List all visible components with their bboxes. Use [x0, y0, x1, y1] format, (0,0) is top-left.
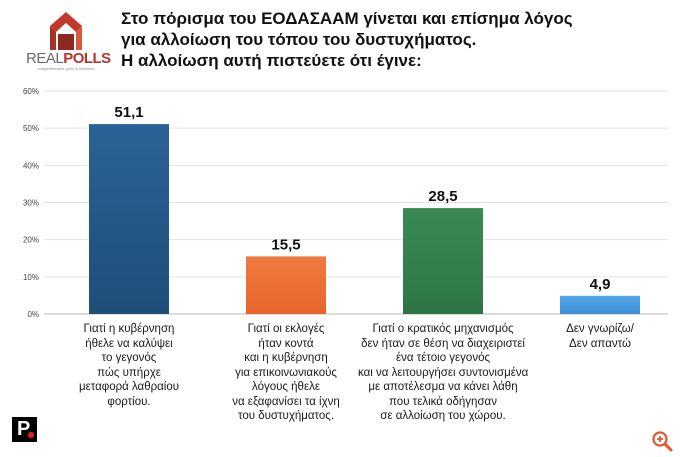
- y-tick-label: 60%: [23, 87, 39, 96]
- bar-value-label: 51,1: [114, 104, 143, 121]
- category-label-line: του δυστυχήματος.: [237, 410, 335, 422]
- category-label-line: ένα τέτοιο γεγονός: [395, 352, 491, 364]
- y-tick-label: 50%: [23, 124, 39, 133]
- y-tick-label: 10%: [23, 273, 39, 282]
- bar-value-label: 28,5: [428, 188, 457, 205]
- zoom-in-icon[interactable]: [651, 430, 673, 452]
- category-label-line: Γιατί ο κρατικός μηχανισμός: [372, 323, 514, 335]
- logo-tagline: comprehensive polls & research: [37, 66, 95, 71]
- category-label-line: Δεν απαντώ: [569, 337, 631, 350]
- category-label-line: λόγους ήθελε: [252, 381, 320, 393]
- category-label-line: για επικοινωνιακούς: [235, 366, 337, 379]
- category-label-line: δεν ήταν σε θέση να διαχειριστεί: [361, 337, 525, 350]
- category-label-line: πώς υπήρχε: [97, 366, 161, 379]
- title-line: για αλλοίωση του τόπου του δυστυχήματος.: [121, 30, 477, 49]
- publisher-logo-dot: [28, 432, 34, 438]
- category-label-line: να εξαφανίσει τα ίχνη: [232, 395, 340, 408]
- category-label-line: Γιατί η κυβέρνηση: [83, 323, 175, 335]
- title-line: Στο πόρισμα του ΕΟΔΑΣΑΑΜ γίνεται και επί…: [121, 9, 573, 28]
- realpolls-logo-icon: [50, 12, 82, 50]
- category-label-line: ήθελε να καλύψει: [85, 337, 173, 350]
- category-label-line: με αποτέλεσμα να κάνει λάθη: [368, 381, 518, 393]
- category-label-line: σε αλλοίωση του χώρου.: [380, 410, 506, 422]
- chart-title: Στο πόρισμα του ΕΟΔΑΣΑΑΜ γίνεται και επί…: [121, 8, 661, 71]
- realpolls-logo-text: REALPOLLS: [26, 50, 111, 67]
- bar: [246, 256, 326, 314]
- category-label: Δεν γνωρίζω/Δεν απαντώ: [515, 322, 680, 351]
- category-label-line: και να λειτουργήσει συντονισμένα: [358, 366, 529, 379]
- bar-value-label: 15,5: [271, 236, 300, 253]
- title-line: Η αλλοίωση αυτή πιστεύετε ότι έγινε:: [121, 51, 422, 70]
- category-label-line: και η κυβέρνηση: [244, 352, 328, 364]
- bar: [403, 208, 483, 314]
- category-label-line: φορτίου.: [107, 395, 151, 408]
- y-tick-label: 30%: [23, 199, 39, 208]
- category-label: Γιατί ο κρατικός μηχανισμός δεν ήταν σε θ…: [358, 322, 528, 424]
- bar: [89, 124, 169, 314]
- category-label-line: Δεν γνωρίζω/: [566, 323, 634, 335]
- category-label-line: που τελικά οδήγησαν: [389, 395, 497, 408]
- y-tick-label: 20%: [23, 236, 39, 245]
- y-tick-label: 0%: [27, 310, 39, 319]
- category-label: Γιατί η κυβέρνηση ήθελε να καλύψει το γεγο…: [44, 322, 214, 409]
- category-label: Γιατί οι εκλογές ήταν κοντά και η κυβέρνησ…: [201, 322, 371, 424]
- category-label-line: μεταφορά λαθραίου: [78, 381, 180, 393]
- bar: [560, 295, 640, 314]
- y-tick-label: 40%: [23, 161, 39, 170]
- publisher-logo: P: [12, 417, 37, 442]
- bar-value-label: 4,9: [590, 276, 611, 293]
- category-label-line: Γιατί οι εκλογές: [247, 323, 325, 335]
- category-label-line: ήταν κοντά: [258, 337, 314, 350]
- category-label-line: το γεγονός: [101, 352, 157, 364]
